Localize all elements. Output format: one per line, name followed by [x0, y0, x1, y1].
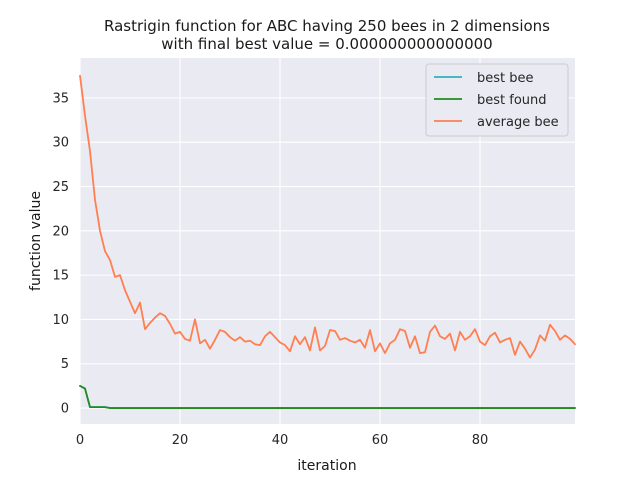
y-tick-label: 20 [52, 224, 69, 239]
y-tick-label: 35 [52, 91, 69, 106]
series-layer [79, 74, 576, 409]
x-tick-label: 20 [172, 433, 189, 448]
ticks: 0 20 40 60 80 0 5 10 15 20 25 30 35 [52, 91, 488, 448]
y-axis-label: function value [28, 191, 44, 291]
chart-title-line1: Rastrigin function for ABC having 250 be… [104, 17, 550, 35]
y-tick-label: 10 [52, 313, 69, 328]
series-line-best-found [79, 384, 576, 409]
x-tick-label: 40 [272, 433, 289, 448]
series-line-average-bee [79, 74, 576, 359]
x-axis-label: iteration [297, 458, 356, 474]
x-tick-label: 60 [372, 433, 389, 448]
y-tick-label: 25 [52, 180, 69, 195]
legend: best bee best found average bee [425, 63, 569, 137]
legend-label-average-bee: average bee [477, 115, 559, 130]
y-tick-label: 0 [61, 402, 69, 417]
x-tick-label: 80 [472, 433, 489, 448]
x-tick-label: 0 [76, 433, 84, 448]
chart-title-line2: with final best value = 0.00000000000000… [161, 35, 492, 53]
legend-label-best-bee: best bee [477, 71, 534, 86]
y-tick-label: 30 [52, 136, 69, 151]
legend-box [425, 63, 569, 137]
legend-label-best-found: best found [477, 93, 547, 108]
y-tick-label: 5 [61, 357, 69, 372]
y-tick-label: 15 [52, 269, 69, 284]
